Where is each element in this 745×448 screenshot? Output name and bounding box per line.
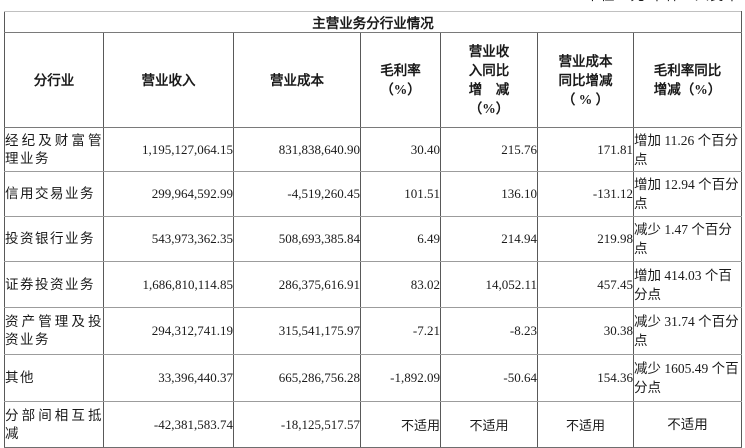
revenue-yoy-cell: 14,052.11 (440, 261, 538, 308)
industry-breakdown-table: 主营业务分行业情况 分行业 营业收入 营业成本 毛利率 （%） 营业收 入同比 … (4, 11, 742, 448)
cost-cell: -18,125,517.57 (233, 401, 361, 448)
header-revenue: 营业收入 (103, 32, 234, 128)
margin-yoy-cell: 不适用 (633, 401, 742, 448)
table-header-row: 分行业 营业收入 营业成本 毛利率 （%） 营业收 入同比 增 减 （%） 营业… (4, 32, 742, 128)
table-row: 信用交易业务 299,964,592.99 -4,519,260.45 101.… (4, 171, 742, 217)
cost-cell: 665,286,756.28 (233, 354, 361, 402)
revenue-cell: 294,312,741.19 (103, 307, 234, 355)
header-margin-yoy: 毛利率同比 增减（%） (633, 32, 742, 128)
cost-yoy-cell: -131.12 (537, 171, 634, 217)
revenue-yoy-cell: 215.76 (440, 127, 538, 172)
margin-yoy-cell: 减少 31.74 个百分点 (633, 307, 742, 355)
revenue-cell: 299,964,592.99 (103, 171, 234, 217)
revenue-cell: 33,396,440.37 (103, 354, 234, 402)
revenue-cell: -42,381,583.74 (103, 401, 234, 448)
header-industry: 分行业 (4, 32, 104, 128)
margin-yoy-cell: 增加 414.03 个百分点 (633, 261, 742, 308)
industry-cell: 分部间相互抵减 (4, 401, 104, 448)
industry-cell: 投资银行业务 (4, 216, 104, 262)
table-title: 主营业务分行业情况 (4, 11, 742, 33)
revenue-yoy-cell: 136.10 (440, 171, 538, 217)
revenue-cell: 543,973,362.35 (103, 216, 234, 262)
margin-cell: 6.49 (360, 216, 441, 262)
table-row: 资产管理及投资业务 294,312,741.19 315,541,175.97 … (4, 307, 742, 355)
revenue-yoy-cell: 214.94 (440, 216, 538, 262)
table-row: 经纪及财富管理业务 1,195,127,064.15 831,838,640.9… (4, 127, 742, 172)
cost-cell: 508,693,385.84 (233, 216, 361, 262)
table-row: 其他 33,396,440.37 665,286,756.28 -1,892.0… (4, 354, 742, 402)
margin-yoy-cell: 增加 11.26 个百分点 (633, 127, 742, 172)
margin-yoy-cell: 减少 1.47 个百分点 (633, 216, 742, 262)
table-row: 证券投资业务 1,686,810,114.85 286,375,616.91 8… (4, 261, 742, 308)
industry-cell: 经纪及财富管理业务 (4, 127, 104, 172)
cost-yoy-cell: 219.98 (537, 216, 634, 262)
table-row: 投资银行业务 543,973,362.35 508,693,385.84 6.4… (4, 216, 742, 262)
margin-cell: 不适用 (360, 401, 441, 448)
margin-yoy-cell: 增加 12.94 个百分点 (633, 171, 742, 217)
margin-cell: 101.51 (360, 171, 441, 217)
revenue-cell: 1,686,810,114.85 (103, 261, 234, 308)
cost-yoy-cell: 154.36 (537, 354, 634, 402)
cost-yoy-cell: 171.81 (537, 127, 634, 172)
table-row: 分部间相互抵减 -42,381,583.74 -18,125,517.57 不适… (4, 401, 742, 448)
cost-cell: 315,541,175.97 (233, 307, 361, 355)
header-cost-yoy: 营业成本 同比增减 （ % ） (537, 32, 634, 128)
margin-cell: 30.40 (360, 127, 441, 172)
industry-cell: 信用交易业务 (4, 171, 104, 217)
margin-cell: -1,892.09 (360, 354, 441, 402)
cost-cell: 831,838,640.90 (233, 127, 361, 172)
cost-yoy-cell: 457.45 (537, 261, 634, 308)
revenue-yoy-cell: 不适用 (440, 401, 538, 448)
header-revenue-yoy: 营业收 入同比 增 减 （%） (440, 32, 538, 128)
revenue-yoy-cell: -8.23 (440, 307, 538, 355)
industry-cell: 资产管理及投资业务 (4, 307, 104, 355)
margin-cell: -7.21 (360, 307, 441, 355)
industry-cell: 证券投资业务 (4, 261, 104, 308)
unit-currency-note: 单位：元 币种：人民币 (586, 0, 741, 4)
margin-cell: 83.02 (360, 261, 441, 308)
header-margin: 毛利率 （%） (360, 32, 441, 128)
margin-yoy-cell: 减少 1605.49 个百分点 (633, 354, 742, 402)
revenue-yoy-cell: -50.64 (440, 354, 538, 402)
cost-cell: 286,375,616.91 (233, 261, 361, 308)
cost-yoy-cell: 30.38 (537, 307, 634, 355)
cost-yoy-cell: 不适用 (537, 401, 634, 448)
header-cost: 营业成本 (233, 32, 361, 128)
revenue-cell: 1,195,127,064.15 (103, 127, 234, 172)
table-title-row: 主营业务分行业情况 (4, 11, 742, 33)
industry-cell: 其他 (4, 354, 104, 402)
cost-cell: -4,519,260.45 (233, 171, 361, 217)
